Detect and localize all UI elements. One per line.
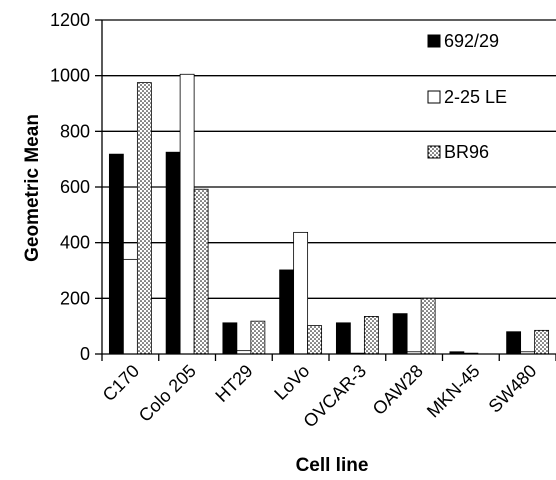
bar-br96	[363, 316, 379, 355]
legend-label: 2-25 LE	[444, 87, 507, 107]
bar-br96	[136, 82, 152, 355]
bar-692-29	[279, 269, 295, 355]
bar-br96	[420, 297, 436, 355]
bar-2-25-le	[122, 258, 138, 355]
legend-swatch	[427, 34, 441, 48]
x-tick-label: MKN-45	[423, 361, 484, 422]
x-tick-label: LoVo	[270, 361, 313, 404]
x-tick-label: SW480	[485, 361, 541, 417]
bars	[108, 73, 550, 355]
y-tick-label: 600	[60, 177, 90, 197]
bar-br96	[193, 188, 209, 355]
bar-692-29	[392, 313, 408, 355]
x-tick-label: Colo 205	[135, 361, 200, 426]
legend-swatch	[427, 90, 441, 104]
bar-2-25-le	[179, 73, 195, 355]
y-tick-labels: 0 200 400 600 800 1000 1200	[50, 10, 102, 364]
x-tick-label: OAW28	[369, 361, 427, 419]
bar-692-29	[108, 153, 124, 355]
bar-692-29	[222, 322, 238, 355]
y-tick-label: 0	[80, 344, 90, 364]
y-tick-label: 200	[60, 288, 90, 308]
x-axis-title: Cell line	[296, 455, 369, 476]
legend-label: BR96	[444, 142, 489, 162]
x-tick-label: HT29	[211, 361, 256, 406]
y-tick-label: 1200	[50, 10, 90, 30]
y-tick-label: 800	[60, 121, 90, 141]
bar-br96	[307, 325, 323, 355]
bar-692-29	[165, 151, 181, 355]
y-tick-label: 400	[60, 233, 90, 253]
legend: 692/29 2-25 LE BR96	[427, 31, 507, 162]
legend-label: 692/29	[444, 31, 499, 51]
legend-swatch	[427, 145, 441, 159]
y-axis-title: Geometric Mean	[22, 114, 43, 262]
bar-2-25-le	[293, 231, 309, 355]
bar-692-29	[506, 331, 522, 355]
bar-692-29	[335, 322, 351, 355]
bar-br96	[534, 329, 550, 355]
y-tick-label: 1000	[50, 66, 90, 86]
bar-br96	[250, 320, 266, 355]
x-tick-label: C170	[99, 361, 144, 406]
x-tick-label: OVCAR-3	[299, 361, 370, 432]
